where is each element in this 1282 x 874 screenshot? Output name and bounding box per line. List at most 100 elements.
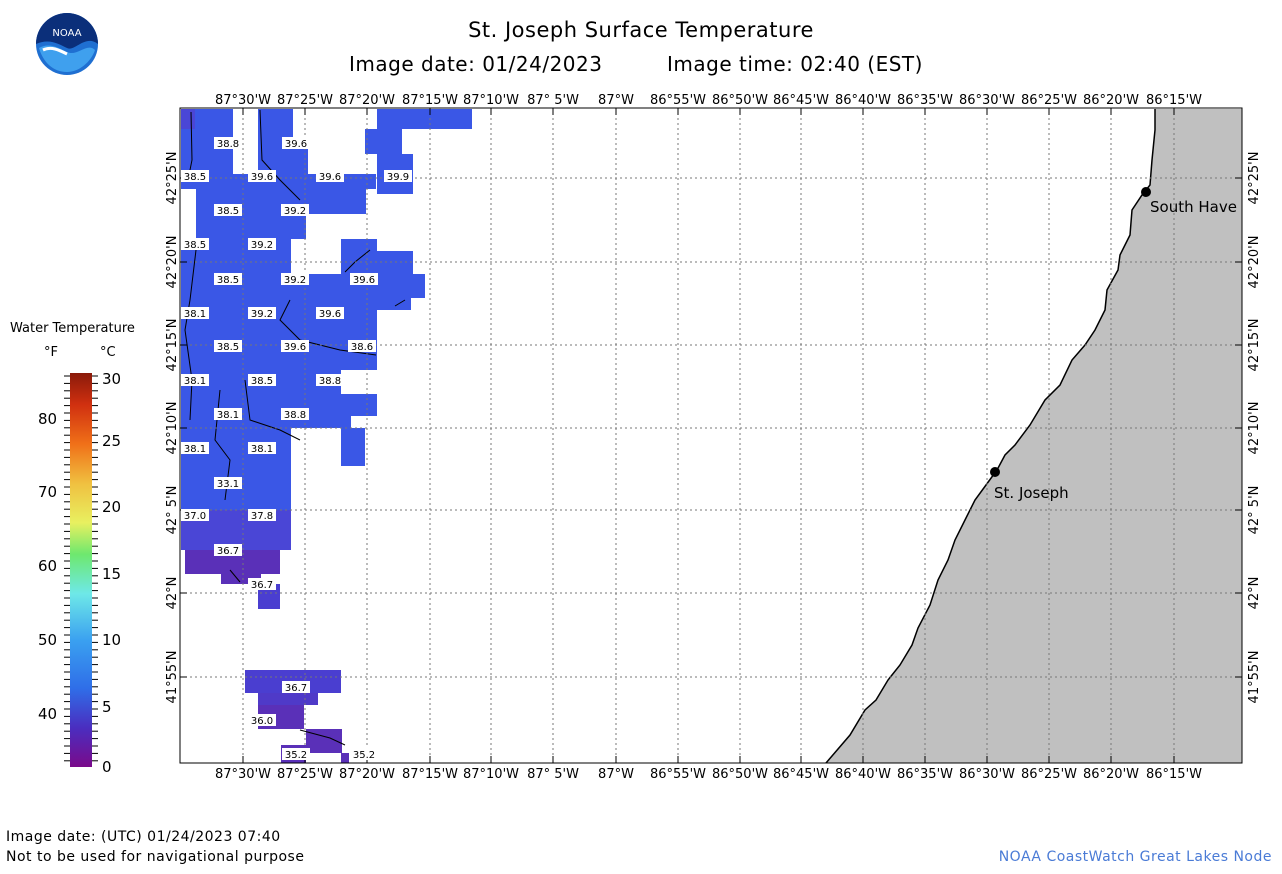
lon-label-top: 86°15'W [1146,93,1202,108]
temp-label: 38.1 [248,442,276,455]
svg-text:38.5: 38.5 [217,275,239,286]
lon-label-top: 87°20'W [339,93,395,108]
legend-colorbar [64,373,98,767]
svg-text:39.6: 39.6 [319,172,341,183]
lon-label-top: 86°55'W [650,93,706,108]
legend-f-tick: 80 [38,410,58,428]
temp-label: 37.0 [181,509,209,522]
legend-c-tick: 30 [102,370,122,388]
svg-text:36.0: 36.0 [251,716,273,727]
lon-label-top: 87°10'W [463,93,519,108]
lat-label-right: 42°10'N [1247,402,1262,455]
svg-text:38.5: 38.5 [217,206,239,217]
svg-text:38.1: 38.1 [251,444,273,455]
lon-label-bottom: 87°20'W [339,767,395,782]
svg-text:37.8: 37.8 [251,511,273,522]
legend-f-tick: 60 [38,557,58,575]
lon-label-top: 86°25'W [1021,93,1077,108]
temp-label: 38.8 [316,374,344,387]
lon-label-top: 86°20'W [1083,93,1139,108]
logo-text: NOAA [52,28,81,39]
lon-label-bottom: 87°10'W [463,767,519,782]
city-st-joseph: St. Joseph [990,467,1069,502]
legend-c-tick: 15 [102,565,122,583]
temp-label: 35.2 [350,748,378,761]
svg-text:38.1: 38.1 [184,309,206,320]
legend-unit-c: °C [100,345,116,360]
lon-label-top: 86°35'W [897,93,953,108]
svg-text:39.9: 39.9 [387,172,409,183]
lat-label-left: 42°20'N [165,236,180,289]
svg-text:38.1: 38.1 [184,376,206,387]
lon-label-top: 87°30'W [215,93,271,108]
temp-label: 38.5 [181,170,209,183]
svg-text:39.6: 39.6 [353,275,375,286]
svg-text:39.6: 39.6 [285,139,307,150]
lat-label-left: 42° 5'N [165,486,180,535]
svg-text:38.5: 38.5 [184,172,206,183]
lat-label-right: 42°N [1247,577,1262,610]
temp-label: 35.2 [282,748,310,761]
temp-label: 36.7 [282,681,310,694]
lon-label-top: 86°40'W [835,93,891,108]
lon-label-top: 87°W [598,93,634,108]
lat-label-left: 42°25'N [165,152,180,205]
temp-label: 36.0 [248,714,276,727]
lat-label-left: 41°55'N [165,651,180,704]
svg-text:35.2: 35.2 [353,750,375,761]
lon-label-bottom: 86°15'W [1146,767,1202,782]
lat-label-right: 42°25'N [1247,152,1262,205]
temp-label: 33.1 [214,477,242,490]
legend-c-tick: 25 [102,432,122,450]
lon-label-bottom: 86°45'W [773,767,829,782]
legend-c-tick: 5 [102,698,112,716]
lat-label-left: 42°10'N [165,402,180,455]
city-south-haven: South Have [1141,187,1237,216]
svg-text:38.1: 38.1 [217,410,239,421]
lon-label-bottom: 87°15'W [402,767,458,782]
temp-label: 38.8 [214,137,242,150]
temp-label: 38.1 [214,408,242,421]
city-marker-icon [1141,187,1151,197]
temp-label: 36.7 [248,578,276,591]
lat-label-left: 42°N [165,577,180,610]
temp-label: 39.2 [281,273,309,286]
legend-c-tick: 10 [102,631,122,649]
city-label: South Have [1150,198,1237,216]
temp-label: 38.5 [214,204,242,217]
lon-label-bottom: 86°25'W [1021,767,1077,782]
disclaimer: Not to be used for navigational purpose [6,849,305,865]
temp-label: 39.6 [282,137,310,150]
temp-label: 39.9 [384,170,412,183]
svg-text:39.2: 39.2 [284,275,306,286]
credit-text: NOAA CoastWatch Great Lakes Node [998,849,1272,865]
lon-label-bottom: 87°30'W [215,767,271,782]
lat-label-right: 42° 5'N [1247,486,1262,535]
temp-label: 38.8 [281,408,309,421]
temp-label: 38.5 [214,273,242,286]
legend-f-tick: 40 [38,705,58,723]
svg-text:36.7: 36.7 [285,683,307,694]
lon-label-bottom: 86°35'W [897,767,953,782]
temp-label: 39.2 [281,204,309,217]
svg-text:38.1: 38.1 [184,444,206,455]
lon-label-top: 87°25'W [277,93,333,108]
legend-c-tick: 20 [102,498,122,516]
lon-label-top: 86°45'W [773,93,829,108]
lon-label-bottom: 87°W [598,767,634,782]
city-marker-icon [990,467,1000,477]
svg-text:38.5: 38.5 [251,376,273,387]
lat-label-left: 42°15'N [165,319,180,372]
image-time: Image time: 02:40 (EST) [667,52,923,76]
temp-label: 39.2 [248,307,276,320]
svg-text:38.8: 38.8 [319,376,341,387]
lon-label-bottom: 86°40'W [835,767,891,782]
lon-label-bottom: 87°25'W [277,767,333,782]
lat-label-right: 42°15'N [1247,319,1262,372]
city-label: St. Joseph [994,484,1069,502]
temp-label: 39.6 [248,170,276,183]
svg-text:38.8: 38.8 [217,139,239,150]
legend-f-tick: 50 [38,631,58,649]
svg-text:39.6: 39.6 [251,172,273,183]
temp-label: 39.6 [316,307,344,320]
